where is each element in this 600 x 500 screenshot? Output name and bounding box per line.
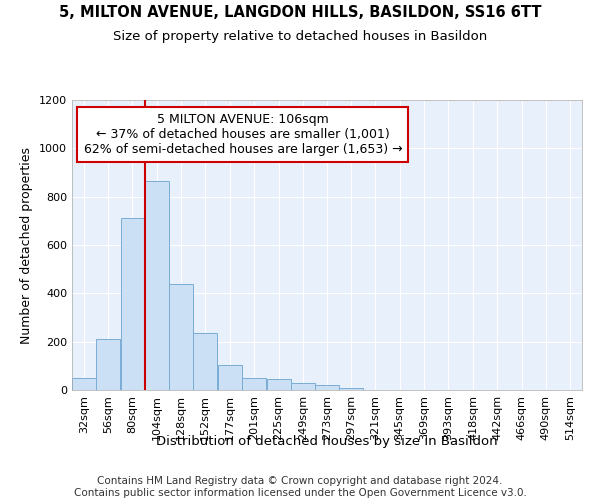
Bar (72, 378, 96, 390)
Bar (266, 379, 290, 390)
Y-axis label: Number of detached properties: Number of detached properties (20, 146, 34, 344)
Bar (169, 284, 193, 390)
Bar (121, 218, 145, 390)
Bar (145, 181, 169, 390)
Bar (291, 383, 315, 390)
Bar (315, 385, 339, 390)
Bar (339, 388, 363, 390)
Bar (242, 378, 266, 390)
Bar (193, 333, 217, 390)
Text: Distribution of detached houses by size in Basildon: Distribution of detached houses by size … (156, 435, 498, 448)
Text: 5 MILTON AVENUE: 106sqm
← 37% of detached houses are smaller (1,001)
62% of semi: 5 MILTON AVENUE: 106sqm ← 37% of detache… (83, 113, 402, 156)
Text: 5, MILTON AVENUE, LANGDON HILLS, BASILDON, SS16 6TT: 5, MILTON AVENUE, LANGDON HILLS, BASILDO… (59, 5, 541, 20)
Bar (97, 339, 120, 390)
Bar (218, 364, 242, 390)
Text: Size of property relative to detached houses in Basildon: Size of property relative to detached ho… (113, 30, 487, 43)
Text: Contains HM Land Registry data © Crown copyright and database right 2024.
Contai: Contains HM Land Registry data © Crown c… (74, 476, 526, 498)
